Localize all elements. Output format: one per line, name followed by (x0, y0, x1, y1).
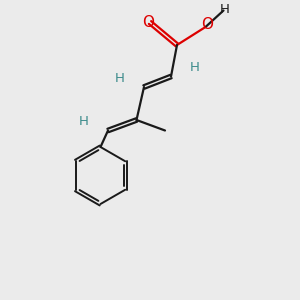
Text: H: H (190, 61, 200, 74)
Text: H: H (79, 115, 89, 128)
Text: O: O (142, 15, 154, 30)
Text: O: O (202, 17, 214, 32)
Text: H: H (115, 71, 125, 85)
Text: H: H (220, 3, 230, 16)
